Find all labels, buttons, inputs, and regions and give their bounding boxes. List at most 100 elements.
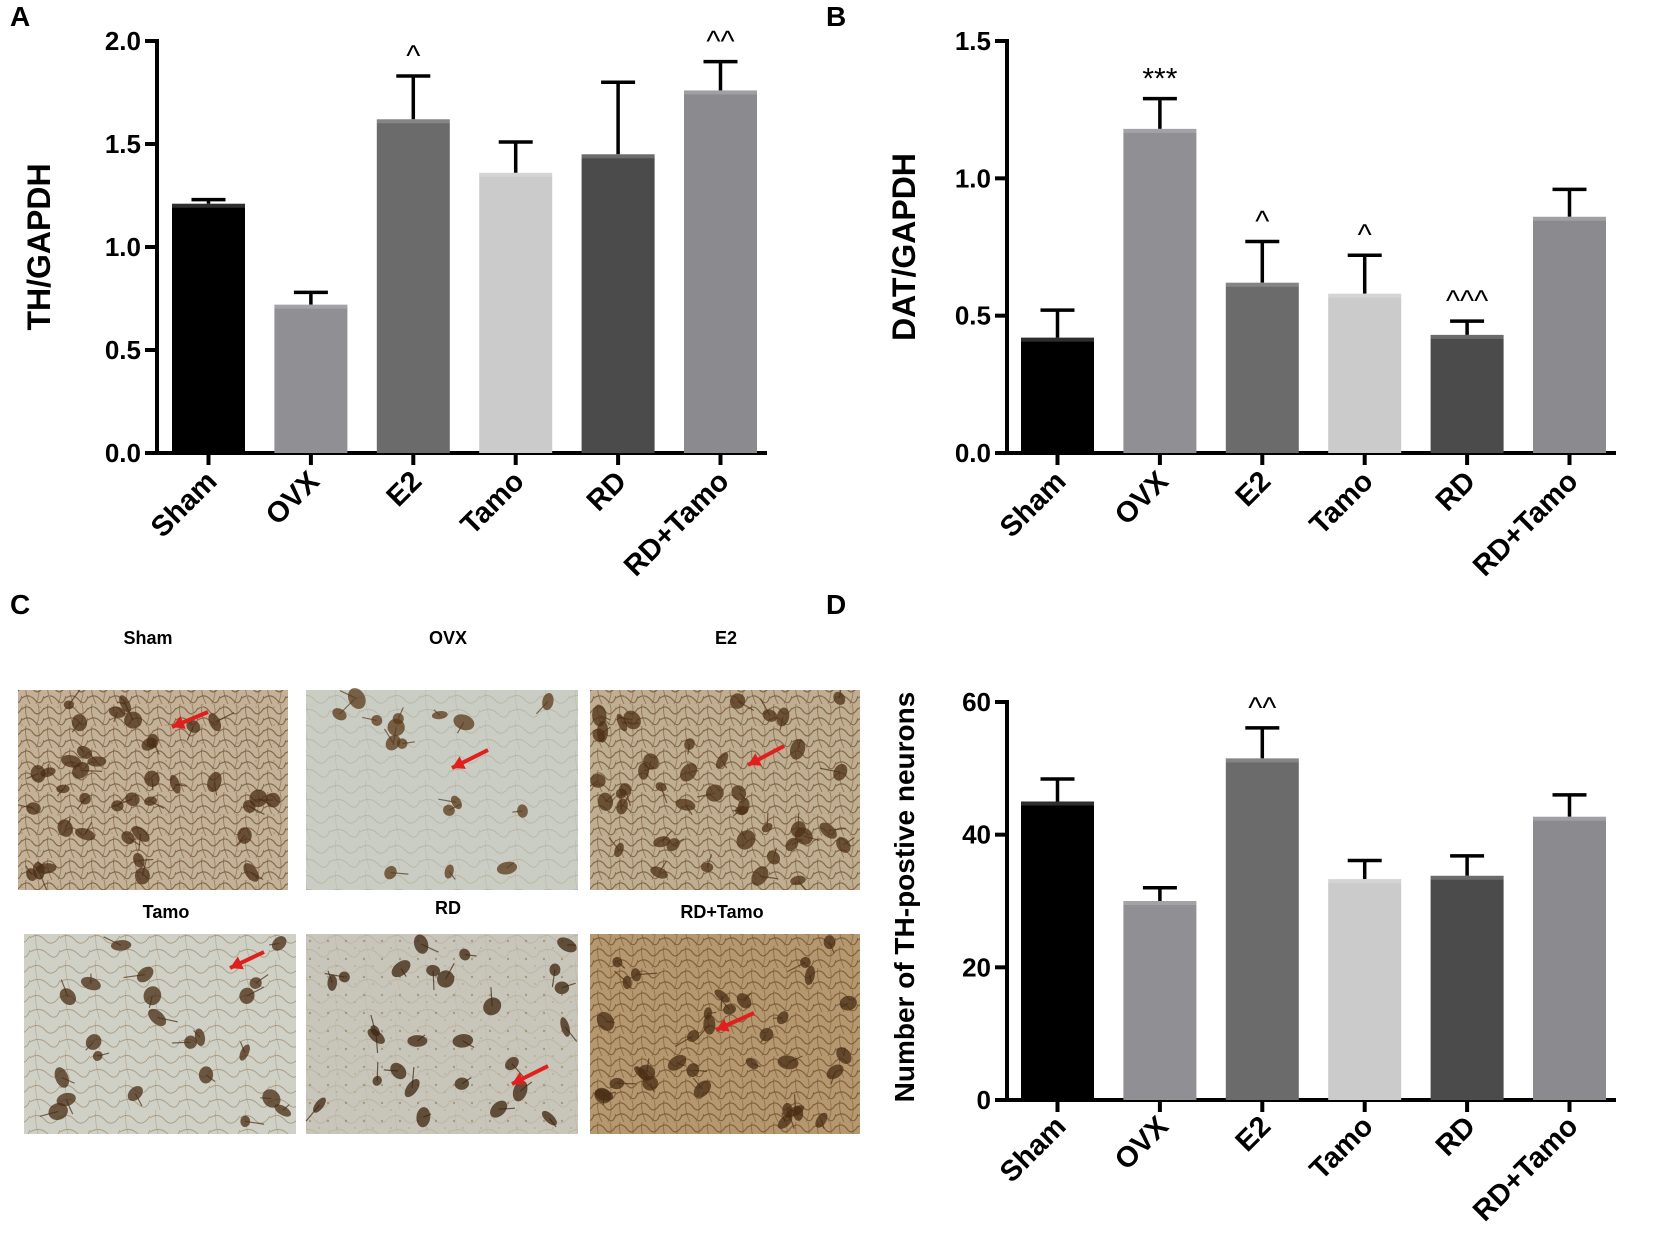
neuron-cells [17, 688, 857, 1129]
neuron-process [186, 726, 194, 741]
neuron-process [564, 1026, 578, 1042]
micrograph-grid: Sham OVX E2 Tamo RD RD+Tamo [17, 628, 860, 1134]
neuron-process [64, 817, 72, 829]
significance-e2: ^^ [1248, 692, 1276, 725]
neuron-process [809, 975, 812, 984]
neuron-cell [75, 827, 96, 841]
neuron-process [511, 1063, 525, 1079]
neuron-cell [759, 1027, 774, 1042]
micrograph-title-rd: RD [435, 898, 461, 918]
neuron-process [649, 1083, 655, 1093]
neuron-process [687, 744, 691, 755]
neuron-process [706, 854, 713, 868]
neuron-cell [124, 711, 143, 729]
neuron-process [193, 1030, 201, 1038]
neuron-process [70, 761, 77, 770]
neuron-process [236, 835, 246, 846]
y-tick-label: 60 [962, 687, 991, 717]
neuron-process [684, 804, 693, 816]
neuron-process [214, 712, 235, 723]
neuron-process [535, 701, 549, 715]
neuron-process [759, 875, 779, 880]
bar-highlight-sham [1021, 337, 1094, 342]
x-tick-label-sham: Sham [994, 1110, 1072, 1188]
neuron-process [400, 968, 407, 977]
neuron-process [71, 722, 80, 733]
neuron-cell [57, 819, 73, 837]
neuron-process [116, 701, 126, 705]
micrograph-rd-tamo [590, 934, 860, 1134]
neuron-process [602, 1091, 616, 1097]
red-arrow-head [716, 1018, 730, 1032]
neuron-process [65, 1099, 74, 1115]
chart-b: 0.0 0.5 1.0 1.5 DAT/GAPDH Sham *** OVX ^ E2 ^ Tamo ^… [886, 26, 1616, 583]
neuron-cell [208, 713, 222, 732]
neuron-process [113, 711, 118, 723]
neuron-process [305, 1104, 320, 1122]
neuron-cell [592, 704, 607, 727]
panel-letter-c: C [10, 589, 30, 620]
neuron-process [402, 741, 415, 745]
chart-d: 0 20 40 60 Number of TH-postive neurons Sham O… [889, 687, 1616, 1228]
bar-e2 [1225, 758, 1299, 1100]
neuron-cell [134, 867, 150, 885]
neuron-cell [490, 1100, 508, 1118]
bar-rd-tamo [1533, 216, 1606, 453]
neuron-process [151, 778, 154, 791]
neuron-cell [56, 784, 70, 794]
bar-tamo [1328, 293, 1402, 453]
y-tick-label: 1.0 [955, 163, 991, 193]
y-tick-label: 0.5 [105, 335, 141, 365]
y-tick-label: 0 [977, 1085, 991, 1115]
neuron-process [171, 1041, 191, 1044]
neuron-process [828, 827, 847, 832]
neuron-process [786, 1110, 795, 1129]
neuron-process [150, 800, 165, 809]
neuron-process [78, 746, 85, 753]
bar-highlight-e2 [1225, 758, 1299, 763]
neuron-cell [745, 1057, 759, 1070]
neuron-process [84, 822, 93, 835]
red-arrow-head [452, 756, 466, 769]
neuron-process [551, 969, 556, 988]
neuron-process [324, 972, 345, 978]
neuron-process [88, 752, 98, 762]
neuron-process [721, 999, 731, 1010]
x-tick-label-sham: Sham [994, 465, 1072, 543]
neuron-process [25, 865, 32, 875]
red-arrow-head [230, 956, 244, 970]
neuron-process [60, 979, 69, 997]
neuron-process [498, 1107, 515, 1110]
x-tick-label-tamo: Tamo [1304, 465, 1380, 541]
neuron-process [598, 726, 611, 736]
neuron-process [737, 700, 755, 711]
x-tick-label-sham: Sham [145, 465, 223, 543]
significance-ovx: *** [1142, 63, 1177, 96]
bar-sham [1021, 337, 1094, 453]
neuron-process [134, 1093, 143, 1107]
neuron-process [57, 788, 64, 797]
neuron-process [61, 1076, 75, 1084]
neuron-process [383, 728, 394, 743]
neuron-cell [777, 1055, 799, 1070]
bar-highlight-rd [581, 154, 655, 159]
neuron-process [383, 1069, 399, 1072]
neuron-process [433, 709, 441, 716]
bar-highlight-rd [1430, 334, 1504, 339]
neuron-process [787, 961, 806, 973]
red-arrows [171, 710, 785, 1086]
neuron-process [635, 972, 658, 976]
bar-e2 [376, 119, 450, 453]
neuron-process [269, 942, 280, 946]
neuron-cell [61, 754, 82, 768]
bar-highlight-ovx [1123, 901, 1197, 905]
x-tick-label-rd: RD [1430, 1110, 1482, 1162]
neuron-process [519, 1081, 533, 1092]
neuron-process [255, 974, 269, 984]
neuron-cell [148, 1008, 167, 1026]
y-tick-label: 2.0 [105, 26, 141, 56]
x-tick-label-rd-tamo: RD+Tamo [618, 465, 735, 582]
micrograph-title-sham: Sham [123, 628, 172, 648]
significance-rd: ^^^ [1446, 285, 1488, 318]
panel-letter-d: D [826, 589, 846, 620]
